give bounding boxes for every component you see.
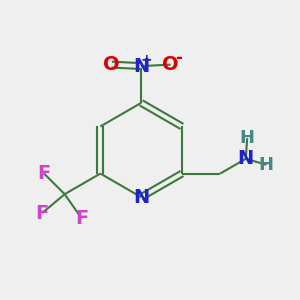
Text: N: N	[133, 188, 149, 207]
Text: F: F	[75, 209, 88, 228]
Text: N: N	[238, 149, 254, 168]
Text: F: F	[35, 204, 49, 223]
Text: -: -	[176, 49, 182, 67]
Text: H: H	[259, 156, 274, 174]
Text: O: O	[103, 55, 120, 74]
Text: O: O	[162, 55, 179, 74]
Text: F: F	[37, 164, 50, 183]
Text: N: N	[133, 57, 149, 76]
Text: +: +	[140, 52, 152, 67]
Text: H: H	[240, 129, 255, 147]
